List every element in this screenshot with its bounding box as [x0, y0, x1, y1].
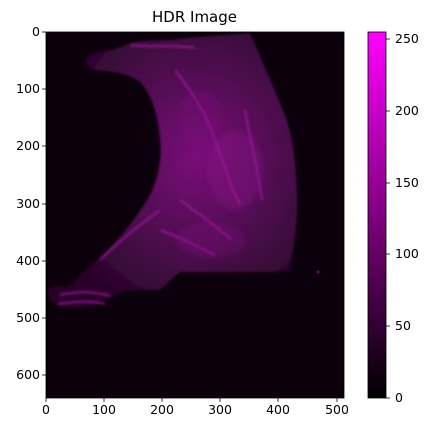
x-tick-label: 200: [150, 402, 174, 417]
axis-ticks: [42, 31, 338, 402]
colorbar-tick-label: 150: [395, 175, 419, 190]
x-tick-label: 0: [42, 402, 50, 417]
y-tick-label: 500: [16, 310, 40, 325]
x-tick-label: 400: [266, 402, 290, 417]
x-tick-label: 500: [325, 402, 349, 417]
colorbar-tick-label: 200: [395, 103, 419, 118]
plot-title: HDR Image: [152, 8, 237, 26]
y-tick-label: 200: [16, 138, 40, 153]
x-tick-label: 300: [208, 402, 232, 417]
y-tick-label: 600: [16, 367, 40, 382]
y-tick-label: 0: [32, 24, 40, 39]
y-tick-label: 400: [16, 253, 40, 268]
colorbar-tick-label: 250: [395, 31, 419, 46]
y-tick-label: 100: [16, 81, 40, 96]
colorbar-tick-label: 0: [395, 390, 403, 405]
image-area: [45, 31, 345, 399]
x-tick-label: 100: [92, 402, 116, 417]
colorbar: [367, 31, 390, 399]
y-tick-label: 300: [16, 196, 40, 211]
colorbar-tick-label: 50: [395, 318, 411, 333]
colorbar-tick-label: 100: [395, 246, 419, 261]
